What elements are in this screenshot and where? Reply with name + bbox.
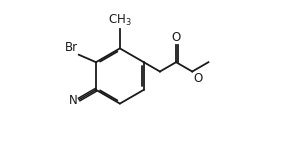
Text: N: N [69, 94, 78, 107]
Text: CH$_3$: CH$_3$ [108, 13, 132, 28]
Text: O: O [193, 72, 202, 85]
Text: O: O [171, 31, 181, 44]
Text: Br: Br [65, 41, 78, 54]
